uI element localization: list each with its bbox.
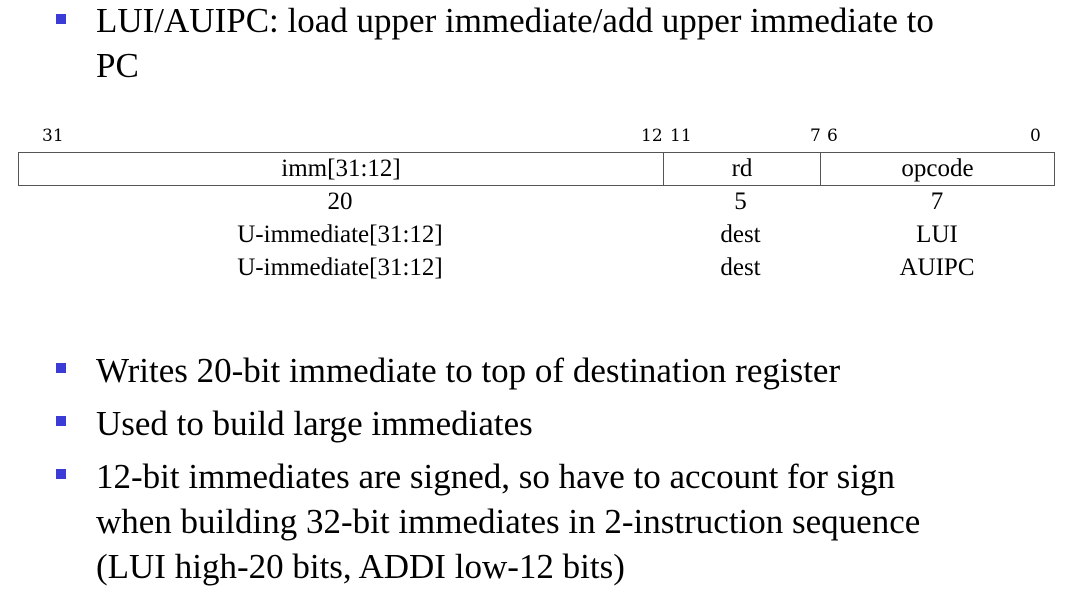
bit-label-11: 11	[670, 126, 692, 146]
lui-rd: dest	[720, 221, 761, 248]
bullet-square-icon	[56, 363, 66, 373]
bit-label-31: 31	[42, 126, 64, 146]
width-rd: 5	[734, 188, 747, 215]
title-bullet-text: LUI/AUIPC: load upper immediate/add uppe…	[96, 1, 934, 85]
bit-label-6: 6	[827, 126, 838, 146]
bullet-text: 12-bit immediates are signed, so have to…	[96, 457, 921, 586]
bit-label-0: 0	[1030, 126, 1041, 146]
bit-label-7: 7	[810, 126, 821, 146]
lui-row: U-immediate[31:12] dest LUI	[18, 221, 1055, 249]
bullet-text: Used to build large immediates	[96, 404, 533, 443]
field-width-row: 20 5 7	[18, 188, 1055, 216]
bullet-square-icon	[56, 416, 66, 426]
auipc-imm: U-immediate[31:12]	[237, 254, 443, 281]
instruction-format-box: imm[31:12] rd opcode	[18, 152, 1055, 186]
field-imm: imm[31:12]	[281, 155, 401, 182]
bit-label-12: 12	[641, 126, 663, 146]
lui-opcode: LUI	[916, 221, 958, 248]
bullet-text: Writes 20-bit immediate to top of destin…	[96, 351, 841, 390]
bullet-square-icon	[56, 469, 66, 479]
auipc-row: U-immediate[31:12] dest AUIPC	[18, 254, 1055, 282]
field-opcode: opcode	[820, 153, 1054, 185]
lui-imm: U-immediate[31:12]	[237, 221, 443, 248]
width-imm: 20	[327, 188, 353, 215]
field-rd: rd	[663, 153, 820, 185]
auipc-opcode: AUIPC	[899, 254, 975, 281]
auipc-rd: dest	[720, 254, 761, 281]
width-opcode: 7	[930, 188, 944, 215]
bullet-square-icon	[56, 14, 66, 24]
